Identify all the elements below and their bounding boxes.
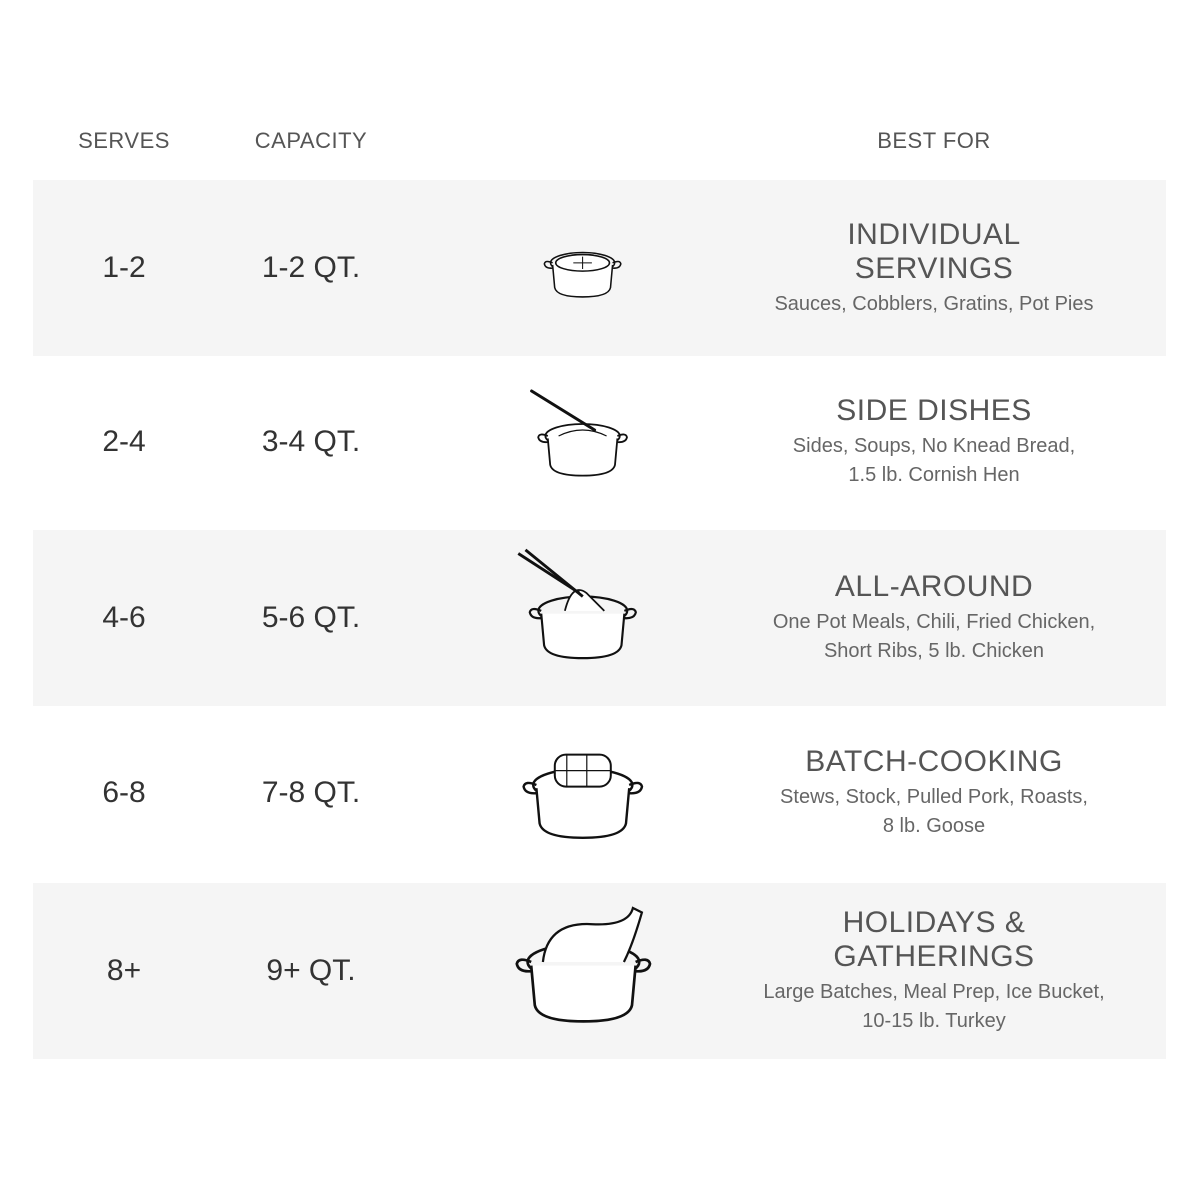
serves-text: 8+ xyxy=(106,954,142,987)
capacity-value: 5-6 QT. xyxy=(211,530,411,706)
best-for-description: Stews, Stock, Pulled Pork, Roasts, 8 lb.… xyxy=(780,786,1088,837)
serves-value: 1-2 xyxy=(33,180,215,356)
capacity-value: 9+ QT. xyxy=(211,883,411,1059)
serves-value: 6-8 xyxy=(33,705,215,881)
pot-pie-icon xyxy=(543,251,623,298)
serves-text: 1-2 xyxy=(102,251,146,284)
serves-value: 2-4 xyxy=(33,354,215,530)
capacity-text: 7-8 QT. xyxy=(261,776,361,809)
pot-illustration xyxy=(453,883,713,1059)
table-row: 1-2 1-2 QT. INDIVIDUAL SERVINGS Sauces, … xyxy=(33,180,1166,356)
best-for-description: Large Batches, Meal Prep, Ice Bucket, 10… xyxy=(763,981,1105,1032)
best-for-description: Sides, Soups, No Knead Bread, 1.5 lb. Co… xyxy=(792,435,1076,486)
best-for: SIDE DISHES Sides, Soups, No Knead Bread… xyxy=(733,354,1135,530)
best-for-title: ALL-AROUND xyxy=(834,570,1034,603)
table-row: 8+ 9+ QT. HOLIDAYS & GATHERINGS Large Ba… xyxy=(33,883,1166,1059)
best-for-description: Sauces, Cobblers, Gratins, Pot Pies xyxy=(774,292,1094,315)
pot-with-turkey-icon xyxy=(515,906,651,1023)
best-for-title: HOLIDAYS & GATHERINGS xyxy=(833,906,1035,973)
serves-value: 4-6 xyxy=(33,530,215,706)
pot-with-chicken-and-tongs-icon xyxy=(517,548,638,660)
capacity-value: 7-8 QT. xyxy=(211,705,411,881)
best-for: ALL-AROUND One Pot Meals, Chili, Fried C… xyxy=(733,530,1135,706)
header-best-for: BEST FOR xyxy=(877,128,991,153)
capacity-text: 1-2 QT. xyxy=(261,251,361,284)
best-for: BATCH-COOKING Stews, Stock, Pulled Pork,… xyxy=(733,705,1135,881)
best-for: INDIVIDUAL SERVINGS Sauces, Cobblers, Gr… xyxy=(733,180,1135,356)
pot-illustration xyxy=(453,705,713,881)
pot-with-roast-icon xyxy=(522,753,644,840)
serves-text: 6-8 xyxy=(102,776,146,809)
best-for: HOLIDAYS & GATHERINGS Large Batches, Mea… xyxy=(733,883,1135,1059)
capacity-value: 3-4 QT. xyxy=(211,354,411,530)
serves-value: 8+ xyxy=(33,883,215,1059)
header-capacity: CAPACITY xyxy=(254,128,368,153)
table-row: 6-8 7-8 QT. BATCH-COOKING Stews, Stock, … xyxy=(33,705,1166,881)
best-for-description: One Pot Meals, Chili, Fried Chicken, Sho… xyxy=(772,611,1096,662)
header-serves: SERVES xyxy=(78,128,170,153)
best-for-title: SIDE DISHES xyxy=(836,394,1032,427)
best-for-title: INDIVIDUAL SERVINGS xyxy=(847,217,1021,285)
table-row: 4-6 5-6 QT. ALL-AROUND One Pot Meals, Ch… xyxy=(33,530,1166,706)
serves-text: 2-4 xyxy=(102,425,146,458)
best-for-title: BATCH-COOKING xyxy=(805,745,1063,778)
serves-text: 4-6 xyxy=(102,601,146,634)
capacity-value: 1-2 QT. xyxy=(211,180,411,356)
table-row: 2-4 3-4 QT. SIDE DISHES Sides, Soups, No… xyxy=(33,354,1166,530)
pot-illustration xyxy=(453,180,713,356)
pot-illustration xyxy=(453,530,713,706)
capacity-text: 5-6 QT. xyxy=(261,601,361,634)
capacity-text: 3-4 QT. xyxy=(261,425,361,458)
pot-with-pasta-and-spoon-icon xyxy=(530,389,629,477)
pot-illustration xyxy=(453,354,713,530)
capacity-text: 9+ QT. xyxy=(266,954,356,987)
